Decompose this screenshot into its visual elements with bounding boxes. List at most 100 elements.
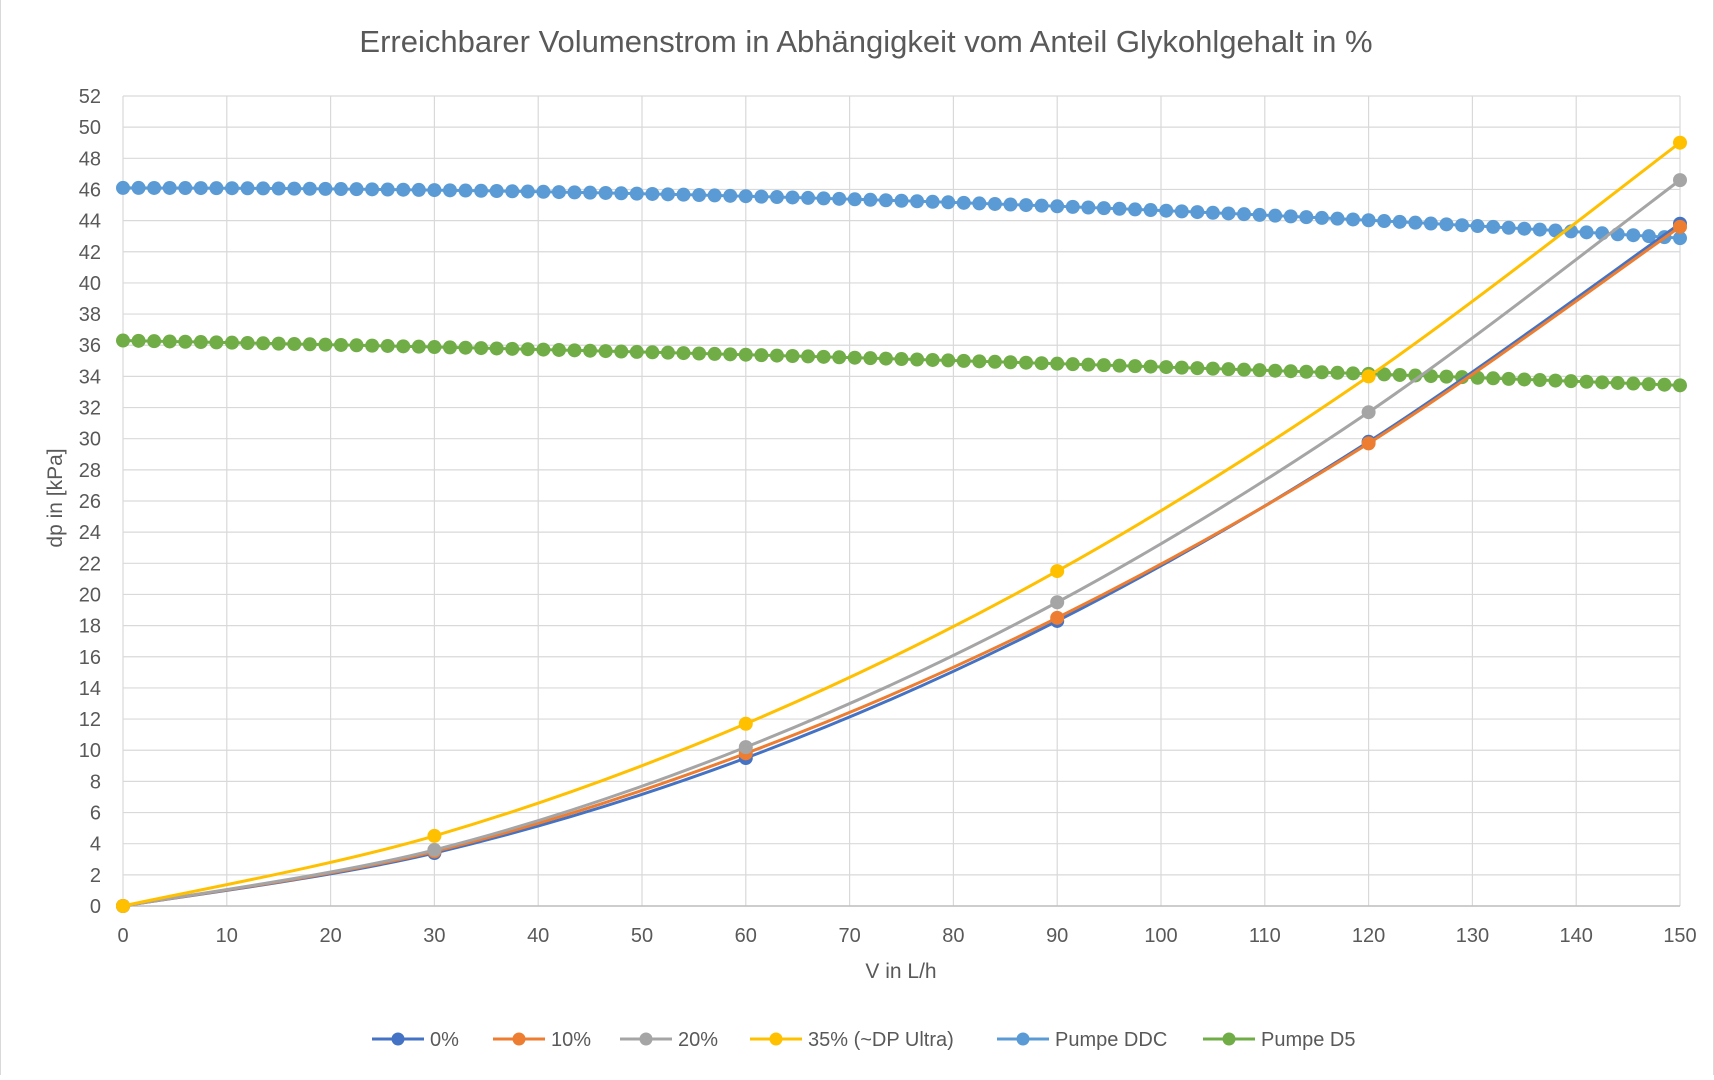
data-point xyxy=(738,740,753,755)
data-point xyxy=(505,184,520,199)
data-point xyxy=(1532,373,1547,388)
x-tick-label: 100 xyxy=(1144,925,1177,947)
data-point xyxy=(256,181,271,196)
y-tick-label: 52 xyxy=(79,86,101,108)
data-point xyxy=(1205,205,1220,220)
chart-title: Erreichbarer Volumenstrom in Abhängigkei… xyxy=(359,24,1372,59)
legend-marker xyxy=(769,1032,783,1046)
data-point xyxy=(458,340,473,355)
data-point xyxy=(1314,365,1329,380)
data-point xyxy=(567,185,582,200)
data-point xyxy=(769,348,784,363)
x-tick-label: 70 xyxy=(838,925,860,947)
data-point xyxy=(660,345,675,360)
data-point xyxy=(1283,209,1298,224)
y-tick-label: 24 xyxy=(79,522,101,544)
y-tick-label: 20 xyxy=(79,584,101,606)
data-point xyxy=(1470,219,1485,234)
data-point xyxy=(396,339,411,354)
data-point xyxy=(1081,357,1096,372)
data-point xyxy=(832,191,847,206)
legend-label: Pumpe DDC xyxy=(1055,1029,1167,1051)
data-point xyxy=(256,336,271,351)
data-point xyxy=(878,351,893,366)
x-tick-label: 10 xyxy=(216,925,238,947)
data-point xyxy=(474,341,489,356)
data-point xyxy=(785,348,800,363)
y-tick-label: 26 xyxy=(79,491,101,513)
data-point xyxy=(614,186,629,201)
x-tick-label: 20 xyxy=(319,925,341,947)
data-point xyxy=(442,183,457,198)
data-point xyxy=(1050,610,1065,625)
data-point xyxy=(1408,368,1423,383)
data-point xyxy=(972,196,987,211)
legend-marker xyxy=(512,1032,526,1046)
x-tick-label: 60 xyxy=(735,925,757,947)
series-layer xyxy=(116,135,1687,913)
data-point xyxy=(1268,208,1283,223)
data-point xyxy=(1673,378,1687,393)
series-20 xyxy=(116,173,1687,913)
y-tick-label: 14 xyxy=(79,678,101,700)
data-point xyxy=(769,190,784,205)
data-point xyxy=(754,189,769,204)
data-point xyxy=(1501,220,1516,235)
data-point xyxy=(1003,355,1018,370)
data-point xyxy=(1096,358,1111,373)
data-point xyxy=(738,189,753,204)
data-point xyxy=(302,337,317,352)
data-point xyxy=(832,350,847,365)
data-point xyxy=(1050,356,1065,371)
data-point xyxy=(660,187,675,202)
data-point xyxy=(583,185,598,200)
x-tick-label: 30 xyxy=(423,925,445,947)
data-point xyxy=(178,181,193,196)
data-point xyxy=(536,342,551,357)
data-point xyxy=(318,181,333,196)
data-point xyxy=(1065,357,1080,372)
y-tick-label: 38 xyxy=(79,304,101,326)
data-point xyxy=(785,190,800,205)
series-line xyxy=(122,225,1681,908)
data-point xyxy=(551,185,566,200)
data-point xyxy=(645,345,660,360)
data-point xyxy=(209,335,224,350)
data-point xyxy=(271,336,286,351)
data-point xyxy=(707,188,722,203)
data-point xyxy=(131,180,146,195)
data-point xyxy=(1361,213,1376,228)
data-point xyxy=(847,192,862,207)
data-point xyxy=(1128,359,1143,374)
y-tick-label: 30 xyxy=(79,429,101,451)
legend-item: 0% xyxy=(372,1029,459,1051)
data-point xyxy=(1455,218,1470,233)
data-point xyxy=(1174,204,1189,219)
data-point xyxy=(1190,361,1205,376)
data-point xyxy=(676,346,691,361)
data-point xyxy=(116,899,130,913)
y-tick-label: 28 xyxy=(79,460,101,482)
data-point xyxy=(131,333,146,348)
data-point xyxy=(1517,221,1532,236)
data-point xyxy=(1299,364,1314,379)
data-point xyxy=(489,184,504,199)
x-axis-tick-labels: 0 10 20 30 40 50 60 70 80 90 100 110 120 130 140 150 xyxy=(117,925,1696,947)
legend-label: 10% xyxy=(551,1029,591,1051)
data-point xyxy=(863,351,878,366)
data-point xyxy=(676,187,691,202)
y-tick-label: 18 xyxy=(79,616,101,638)
data-point xyxy=(349,182,364,197)
data-point xyxy=(1034,356,1049,371)
legend-item: Pumpe DDC xyxy=(997,1029,1167,1051)
x-tick-label: 0 xyxy=(117,925,128,947)
data-point xyxy=(1019,198,1034,213)
page-left-border xyxy=(0,0,1,1075)
data-point xyxy=(1439,217,1454,232)
data-point xyxy=(1314,210,1329,225)
legend-marker xyxy=(1222,1032,1236,1046)
x-tick-label: 150 xyxy=(1663,925,1696,947)
data-point xyxy=(1330,365,1345,380)
y-tick-label: 8 xyxy=(90,771,101,793)
data-point xyxy=(738,347,753,362)
